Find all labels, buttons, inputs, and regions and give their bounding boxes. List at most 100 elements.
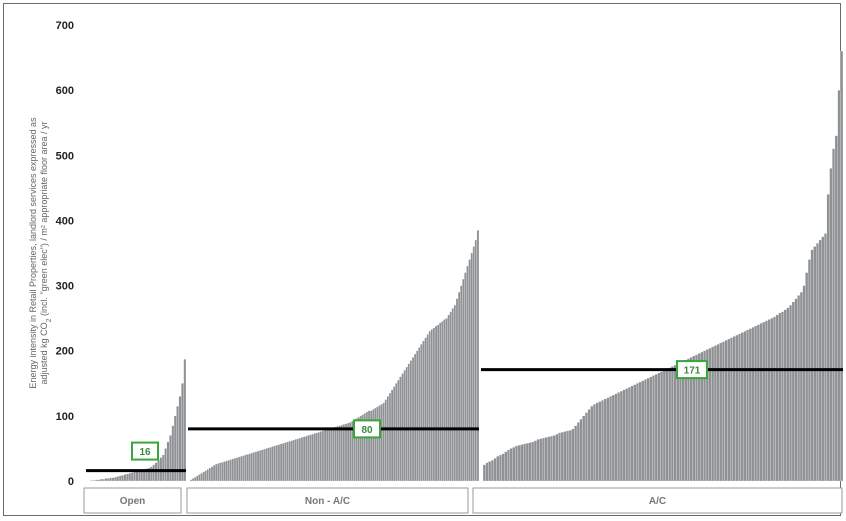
bar (374, 407, 377, 482)
bar (261, 449, 264, 482)
bar (515, 445, 519, 482)
bar (90, 480, 93, 482)
bar (428, 331, 431, 482)
bar (388, 392, 392, 482)
bar (783, 309, 787, 482)
bar (609, 396, 613, 482)
bar (574, 425, 578, 482)
bar (601, 400, 605, 482)
bar (227, 460, 230, 482)
bar (393, 386, 396, 482)
bar (315, 432, 318, 482)
bar (738, 333, 742, 482)
bar (826, 194, 830, 482)
bar (457, 291, 461, 482)
bar (773, 316, 776, 482)
bar (657, 372, 661, 482)
bar-group (90, 359, 187, 482)
bar (476, 230, 480, 482)
bar (531, 441, 535, 482)
bar (622, 389, 626, 482)
bar (810, 249, 814, 482)
bar (746, 329, 750, 482)
bar (99, 478, 103, 482)
bar (138, 470, 141, 482)
y-axis-label-line-1: Energy intensity in Retail Properties, l… (28, 117, 38, 389)
bar (250, 452, 253, 482)
bar (619, 390, 623, 482)
bar (641, 380, 645, 482)
bar (279, 443, 283, 482)
bar (284, 442, 287, 482)
bar (92, 480, 96, 482)
bar (390, 389, 394, 482)
bar (342, 424, 346, 482)
bar (751, 327, 755, 482)
bar (493, 458, 497, 482)
bar (426, 334, 429, 482)
bar (106, 478, 110, 482)
bar (244, 454, 247, 482)
bar (336, 426, 339, 482)
bar (225, 460, 228, 482)
category-label: A/C (649, 496, 666, 507)
bar (114, 476, 117, 482)
bar (523, 443, 527, 482)
bar (321, 430, 325, 482)
bar (802, 285, 806, 482)
bar (579, 418, 583, 482)
median-label: 171 (684, 366, 701, 377)
bar (517, 445, 521, 482)
bar (307, 435, 310, 482)
bar (288, 441, 291, 482)
bar (328, 428, 331, 482)
bar (330, 428, 333, 482)
bar (294, 439, 297, 482)
bar (595, 402, 599, 482)
bar (338, 425, 341, 482)
bar (384, 399, 387, 482)
bar (474, 239, 478, 482)
bar (210, 466, 214, 482)
bar (584, 412, 588, 482)
bar (724, 340, 728, 482)
bar (762, 321, 766, 482)
bar (223, 461, 226, 482)
bar (254, 451, 258, 482)
bar (248, 453, 251, 482)
bar (498, 454, 502, 482)
bar (219, 462, 222, 482)
bar (730, 337, 733, 482)
bar (759, 323, 763, 482)
bar (566, 430, 570, 482)
median-label: 80 (361, 425, 373, 436)
bar (445, 318, 448, 482)
bar (770, 318, 774, 482)
bar (290, 440, 293, 482)
bar (460, 285, 463, 482)
bar (778, 312, 782, 482)
bar (111, 477, 115, 482)
bar (240, 456, 243, 482)
bar (376, 406, 379, 482)
bar (593, 404, 596, 482)
bar (416, 350, 419, 482)
y-tick-label: 200 (56, 346, 74, 358)
bar (816, 243, 819, 482)
bar (636, 383, 639, 482)
bar (832, 148, 836, 482)
bar (668, 367, 672, 482)
bar (267, 447, 270, 482)
bar (340, 424, 343, 482)
bar (568, 430, 572, 482)
bar (840, 50, 844, 482)
bar (263, 448, 266, 482)
bar (464, 272, 467, 482)
bar (813, 246, 817, 482)
bar (443, 319, 446, 482)
bar (265, 448, 268, 482)
bar (235, 457, 239, 482)
bar (116, 476, 120, 482)
bar (200, 473, 203, 482)
